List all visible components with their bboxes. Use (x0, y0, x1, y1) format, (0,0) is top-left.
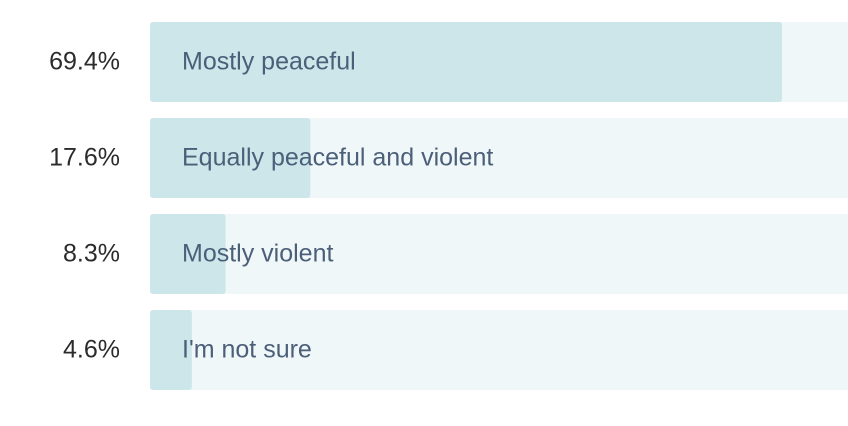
percent-label: 8.3% (63, 240, 120, 268)
option-label: Mostly peaceful (182, 48, 356, 76)
option-label: Mostly violent (182, 240, 333, 268)
bar-track (150, 118, 848, 198)
percent-label: 4.6% (63, 336, 120, 364)
percent-label: 69.4% (49, 48, 120, 76)
bar (150, 310, 192, 390)
bar (150, 118, 311, 198)
option-label: I'm not sure (182, 336, 312, 364)
option-label: Equally peaceful and violent (182, 144, 493, 172)
bar (150, 214, 226, 294)
bar-track (150, 214, 848, 294)
bar-track (150, 310, 848, 390)
bar (150, 22, 783, 102)
percent-label: 17.6% (49, 144, 120, 172)
